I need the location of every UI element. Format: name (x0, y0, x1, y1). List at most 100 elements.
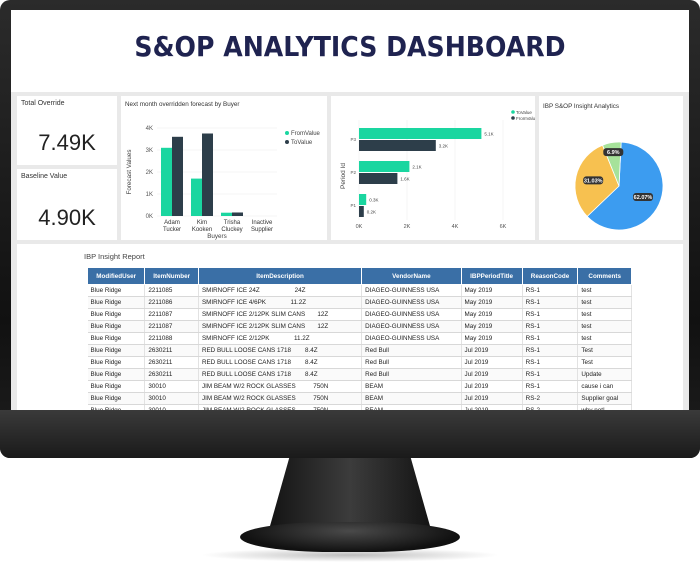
table-cell: May 2019 (461, 296, 523, 309)
pie-label-badge (603, 148, 624, 157)
table-cell: SMIRNOFF ICE 2/12PK 11.2Z (198, 332, 363, 345)
x-tick-label: Kooken (192, 227, 212, 233)
table-cell: May 2019 (461, 284, 523, 297)
table-cell: Jul 2019 (461, 356, 523, 369)
table-cell: Red Bull (361, 368, 462, 381)
baseline-value-card[interactable]: Baseline Value 4.90K (17, 169, 117, 240)
stand-shadow (200, 548, 500, 562)
y-tick-label: P1 (350, 203, 356, 208)
table-cell: Blue Ridge (87, 296, 146, 309)
table-cell: Jul 2019 (461, 392, 523, 405)
bar-tovalue (232, 212, 243, 216)
table-cell: test (577, 320, 632, 333)
insight-pie-chart: IBP S&OP Insight Analytics 62.07% 31.03% 6.… (543, 103, 664, 231)
table-cell: RS-1 (522, 320, 579, 333)
table-cell: Blue Ridge (87, 320, 146, 333)
insight-pie-panel[interactable]: IBP S&OP Insight Analytics 62.07% 31.03% 6.… (539, 96, 683, 240)
table-cell: 2630211 (144, 344, 199, 357)
table-cell: RS-1 (522, 284, 579, 297)
legend-marker (511, 110, 515, 114)
table-cell: Blue Ridge (87, 392, 146, 405)
column-header[interactable]: Comments (577, 267, 632, 285)
table-cell: SMIRNOFF ICE 2/12PK SLIM CANS 12Z (198, 308, 363, 321)
table-cell: Blue Ridge (87, 344, 146, 357)
monitor-base (240, 522, 460, 552)
table-cell: test (577, 284, 632, 297)
y-tick-label: P3 (350, 137, 356, 142)
period-chart-panel[interactable]: 0K 2K 4K 6K Period Id P3 5.1K 3.2K P2 2.1K 1.6K P1 0… (331, 96, 538, 240)
table-row[interactable]: Blue Ridge 2211087 SMIRNOFF ICE 2/12PK SLI… (87, 308, 632, 321)
table-cell: 30010 (144, 380, 199, 393)
table-row[interactable]: Blue Ridge 2211088 SMIRNOFF ICE 2/12PK 11.… (87, 332, 632, 345)
table-row[interactable]: Blue Ridge 2630211 RED BULL LOOSE CANS 171… (87, 356, 632, 369)
data-label: 1.6K (400, 177, 409, 182)
table-cell: SMIRNOFF ICE 4/6PK 11.2Z (198, 296, 363, 309)
x-tick-label: 0K (356, 224, 363, 230)
x-tick-label: Cluckey (221, 227, 242, 233)
table-cell: BEAM (361, 392, 462, 405)
table-cell: 30010 (144, 404, 199, 410)
table-row[interactable]: Blue Ridge 2630211 RED BULL LOOSE CANS 171… (87, 344, 632, 357)
table-cell: JIM BEAM W/2 ROCK GLASSES 750N (198, 404, 363, 410)
column-header[interactable]: IBPPeriodTitle (460, 267, 523, 285)
legend-label: ToValue (291, 140, 313, 146)
table-row[interactable]: Blue Ridge 2211085 SMIRNOFF ICE 24Z 24Z DIA… (87, 284, 632, 297)
table-cell: BEAM (361, 380, 462, 393)
table-cell: 30010 (144, 392, 199, 405)
table-cell: Supplier goal (577, 392, 632, 405)
baseline-value-value: 4.90K (38, 205, 96, 230)
x-tick-label: Inactive (252, 220, 273, 226)
total-override-value: 7.49K (38, 130, 96, 155)
table-cell: 2211085 (144, 284, 199, 297)
table-cell: RS-1 (522, 308, 579, 321)
pie-slice-label: 6.9% (607, 150, 620, 156)
legend-marker (285, 140, 289, 144)
table-cell: RED BULL LOOSE CANS 1718 8.4Z (198, 356, 363, 369)
pie-label-badge (583, 176, 604, 185)
table-cell: RS-2 (522, 392, 579, 405)
table-cell: SMIRNOFF ICE 24Z 24Z (198, 284, 363, 297)
table-cell: DIAGEO-GUINNESS USA (361, 332, 462, 345)
table-row[interactable]: Blue Ridge 2211086 SMIRNOFF ICE 4/6PK 11.2… (87, 296, 632, 309)
table-cell: DIAGEO-GUINNESS USA (361, 320, 462, 333)
table-cell: May 2019 (461, 332, 523, 345)
table-cell: Blue Ridge (87, 380, 146, 393)
y-tick-label: 3K (146, 148, 153, 154)
legend-marker (511, 116, 515, 120)
table-cell: May 2019 (461, 320, 523, 333)
table-cell: Red Bull (361, 356, 462, 369)
buyer-forecast-chart-panel[interactable]: Next month overridden forecast by Buyer 0… (121, 96, 327, 240)
x-tick-label: Supplier (251, 227, 273, 233)
table-cell: RS-1 (522, 332, 579, 345)
x-tick-label: Tucker (163, 227, 181, 233)
total-override-card[interactable]: Total Override 7.49K (17, 96, 117, 165)
insight-report-panel: IBP Insight Report ModifiedUser ItemNumbe… (17, 244, 683, 410)
column-header[interactable]: ItemDescription (197, 267, 363, 285)
table-cell: Jul 2019 (461, 368, 523, 381)
column-header[interactable]: ReasonCode (521, 267, 579, 285)
y-tick-label: P2 (350, 170, 356, 175)
column-header[interactable]: ItemNumber (144, 267, 199, 285)
baseline-value-label: Baseline Value (21, 173, 68, 180)
column-header[interactable]: VendorName (361, 267, 462, 285)
pie-slice-label: 31.03% (584, 178, 603, 184)
pie-label-badge (633, 192, 654, 201)
bar-tovalue (172, 136, 183, 216)
title-bar: S&OP ANALYTICS DASHBOARD (11, 10, 689, 92)
table-cell: JIM BEAM W/2 ROCK GLASSES 750N (198, 380, 363, 393)
table-cell: 2211086 (144, 296, 199, 309)
table-row[interactable]: Blue Ridge 2630211 RED BULL LOOSE CANS 171… (87, 368, 632, 381)
table-cell: JIM BEAM W/2 ROCK GLASSES 750N (198, 392, 363, 405)
table-cell: Jul 2019 (461, 344, 523, 357)
bar-fromvalue (359, 173, 398, 184)
report-title: IBP Insight Report (84, 252, 145, 261)
pie-slice (586, 141, 664, 231)
data-label: 0.3K (369, 198, 378, 203)
table-cell: 2630211 (144, 368, 199, 381)
table-row[interactable]: Blue Ridge 2211087 SMIRNOFF ICE 2/12PK SLI… (87, 320, 632, 333)
bar-fromvalue (191, 178, 202, 216)
column-header[interactable]: ModifiedUser (86, 267, 146, 285)
